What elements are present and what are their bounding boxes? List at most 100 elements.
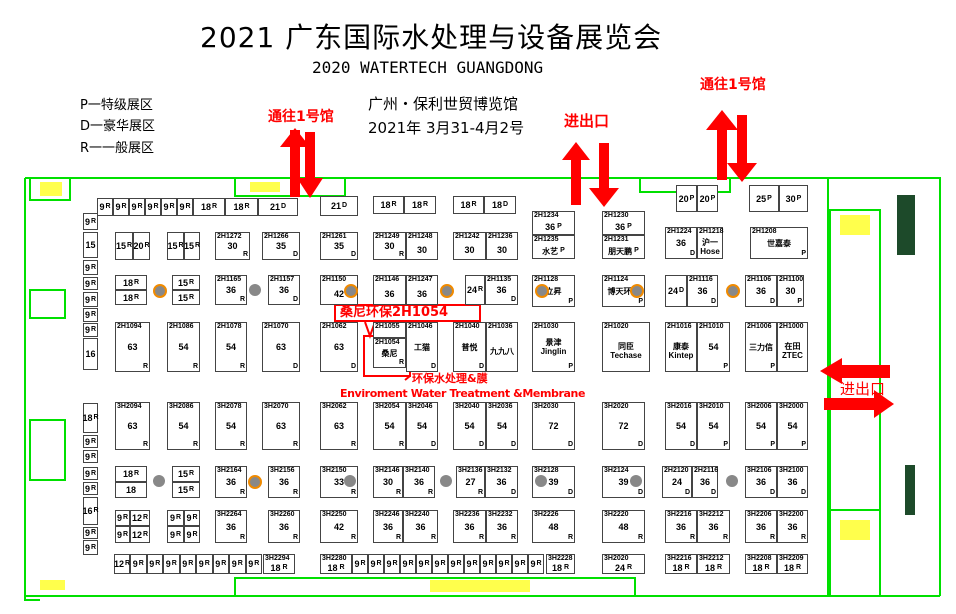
booth[interactable]: 2H1224 36 D xyxy=(665,227,697,259)
booth[interactable]: 18 D xyxy=(484,196,516,214)
booth[interactable]: 2H1040 普悦 D xyxy=(453,322,486,372)
booth[interactable]: 3H2146 30 R xyxy=(373,466,403,498)
booth[interactable]: 2H1020 同臣 Techase xyxy=(602,322,650,372)
booth[interactable]: 3H2200 36 R xyxy=(777,510,808,543)
booth[interactable]: 15 R xyxy=(115,232,133,260)
booth[interactable]: 2H1106 36 D xyxy=(745,275,777,307)
booth[interactable]: 25 P xyxy=(749,185,779,212)
booth[interactable]: 21 D xyxy=(320,196,358,216)
booth[interactable]: 2H1086 54 R xyxy=(167,322,200,372)
booth[interactable]: 20 P xyxy=(697,185,718,212)
booth[interactable]: 3H2294 18 R xyxy=(263,554,295,574)
booth[interactable]: 3H2000 54 P xyxy=(777,402,808,450)
booth[interactable]: 30 P xyxy=(779,185,808,212)
booth[interactable]: 3H2140 36 R xyxy=(403,466,435,498)
booth[interactable]: 18 R xyxy=(82,403,99,433)
booth[interactable]: 2H1249 30 R xyxy=(373,232,406,260)
booth[interactable]: 2H1070 63 D xyxy=(262,322,300,372)
booth[interactable]: 21 D xyxy=(258,198,298,216)
booth[interactable]: 3H2212 18 R xyxy=(697,554,730,574)
booth[interactable]: 2H1100 30 P xyxy=(777,275,804,307)
booth[interactable]: 3H2232 36 R xyxy=(486,510,518,543)
booth[interactable]: 2H1266 35 D xyxy=(262,232,300,260)
booth[interactable]: 3H2094 63 R xyxy=(115,402,150,450)
booth[interactable]: 15 R xyxy=(172,290,200,305)
booth[interactable]: 3H2132 36 D xyxy=(485,466,518,498)
booth[interactable]: 18 R xyxy=(115,290,147,305)
booth[interactable]: 3H2078 54 R xyxy=(215,402,247,450)
booth[interactable]: 3H2226 48 R xyxy=(532,510,575,543)
booth[interactable]: 16 xyxy=(83,338,98,370)
booth[interactable]: 24 D xyxy=(665,275,687,307)
booth[interactable]: 3H2220 48 R xyxy=(602,510,645,543)
booth[interactable]: 3H2228 18 R xyxy=(546,554,575,574)
booth[interactable]: 2H1231 朋天鹏 P xyxy=(602,235,645,259)
booth[interactable]: 2H1261 35 D xyxy=(320,232,358,260)
booth[interactable]: 15 R xyxy=(172,466,200,482)
booth[interactable]: 2H1000 在田 ZTEC xyxy=(777,322,808,372)
booth[interactable]: 3H2250 42 R xyxy=(320,510,358,543)
booth[interactable]: 15 R xyxy=(172,275,200,290)
booth[interactable]: 12 R xyxy=(114,554,130,574)
booth[interactable]: 2H1054 桑尼 R xyxy=(373,338,406,368)
booth[interactable]: 3H2280 18 R xyxy=(320,554,352,574)
booth[interactable]: 3H2054 54 R xyxy=(373,402,406,450)
booth[interactable]: 18 R xyxy=(404,196,436,214)
booth[interactable]: 3H2156 36 R xyxy=(268,466,300,498)
booth[interactable]: 2H1235 水艺 P xyxy=(532,235,575,259)
booth[interactable]: 2H1272 30 R xyxy=(215,232,250,260)
booth[interactable]: 18 R xyxy=(115,466,147,482)
booth[interactable]: 3H2062 63 R xyxy=(320,402,358,450)
booth[interactable]: 2H1242 30 xyxy=(453,232,486,260)
booth[interactable]: 2H1010 54 P xyxy=(697,322,730,372)
booth[interactable]: 18 R xyxy=(193,198,225,216)
booth[interactable]: 2H1046 工猫 D xyxy=(406,322,438,372)
booth[interactable]: 3H2212 36 R xyxy=(697,510,730,543)
booth[interactable]: 2H1247 36 xyxy=(406,275,438,305)
booth[interactable]: 18 xyxy=(115,482,147,498)
booth[interactable]: 15 R xyxy=(167,232,184,260)
booth[interactable]: 18 R xyxy=(115,275,147,290)
booth[interactable]: 3H2016 54 D xyxy=(665,402,697,450)
booth[interactable]: 3H2264 36 R xyxy=(215,510,247,543)
booth[interactable]: 2H1208 世嘉泰 P xyxy=(750,227,808,259)
booth[interactable]: 3H2046 54 D xyxy=(406,402,438,450)
booth[interactable]: 2H1078 54 R xyxy=(215,322,247,372)
booth[interactable]: 2H1234 36 P xyxy=(532,211,575,235)
booth[interactable]: 3H2236 36 R xyxy=(453,510,486,543)
booth[interactable]: 3H2164 36 R xyxy=(215,466,247,498)
booth[interactable]: 3H2216 18 R xyxy=(665,554,697,574)
booth[interactable]: 3H2020 72 D xyxy=(602,402,645,450)
booth[interactable]: 3H2136 27 R xyxy=(456,466,485,498)
booth[interactable]: 2H1135 36 D xyxy=(485,275,518,305)
booth[interactable]: 3H2206 36 R xyxy=(745,510,777,543)
